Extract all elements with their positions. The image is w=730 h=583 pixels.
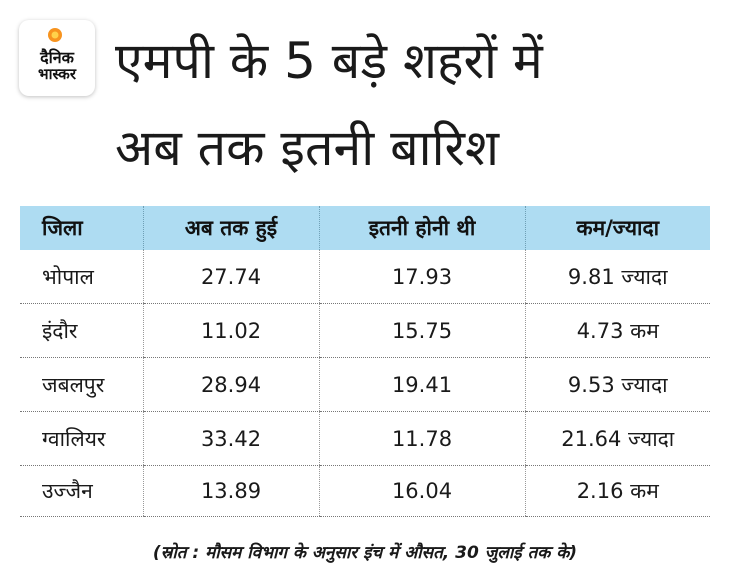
difference-cell: 21.64 ज्यादा [524, 411, 710, 466]
district-cell: ग्वालियर [20, 411, 143, 466]
table-row: भोपाल 27.74 17.93 9.81 ज्यादा [20, 250, 710, 304]
logo-text-line2: भास्कर [38, 65, 76, 83]
page-title-line2: अब तक इतनी बारिश [115, 119, 499, 177]
difference-cell: 9.53 ज्यादा [524, 357, 710, 412]
expected-cell: 11.78 [318, 411, 525, 466]
table-row: उज्जैन 13.89 16.04 2.16 कम [20, 465, 710, 517]
received-cell: 27.74 [142, 250, 319, 304]
received-cell: 13.89 [142, 465, 319, 517]
source-note: (स्रोत : मौसम विभाग के अनुसार इंच में औस… [152, 543, 578, 563]
header-district: जिला [20, 206, 143, 250]
district-cell: इंदौर [20, 303, 143, 358]
sun-icon [48, 28, 62, 42]
district-cell: जबलपुर [20, 357, 143, 412]
expected-cell: 16.04 [318, 465, 525, 517]
difference-cell: 9.81 ज्यादा [524, 250, 710, 304]
logo-text-line1: दैनिक [40, 48, 74, 67]
table-row: ग्वालियर 33.42 11.78 21.64 ज्यादा [20, 411, 710, 466]
difference-cell: 2.16 कम [524, 465, 710, 517]
page-title-line1: एमपी के 5 बड़े शहरों में [115, 32, 543, 90]
table-row: जबलपुर 28.94 19.41 9.53 ज्यादा [20, 357, 710, 412]
district-cell: उज्जैन [20, 465, 143, 517]
expected-cell: 15.75 [318, 303, 525, 358]
received-cell: 28.94 [142, 357, 319, 412]
district-cell: भोपाल [20, 250, 143, 304]
received-cell: 33.42 [142, 411, 319, 466]
table-header-row: जिला अब तक हुई इतनी होनी थी कम/ज्यादा [20, 206, 710, 250]
rainfall-table: जिला अब तक हुई इतनी होनी थी कम/ज्यादा भो… [20, 206, 710, 517]
table-row: इंदौर 11.02 15.75 4.73 कम [20, 303, 710, 358]
difference-cell: 4.73 कम [524, 303, 710, 358]
header-less-more: कम/ज्यादा [524, 206, 710, 250]
received-cell: 11.02 [142, 303, 319, 358]
expected-cell: 19.41 [318, 357, 525, 412]
expected-cell: 17.93 [318, 250, 525, 304]
dainik-bhaskar-logo: दैनिक भास्कर [19, 20, 95, 96]
header-expected: इतनी होनी थी [318, 206, 525, 250]
header-received-so-far: अब तक हुई [142, 206, 319, 250]
